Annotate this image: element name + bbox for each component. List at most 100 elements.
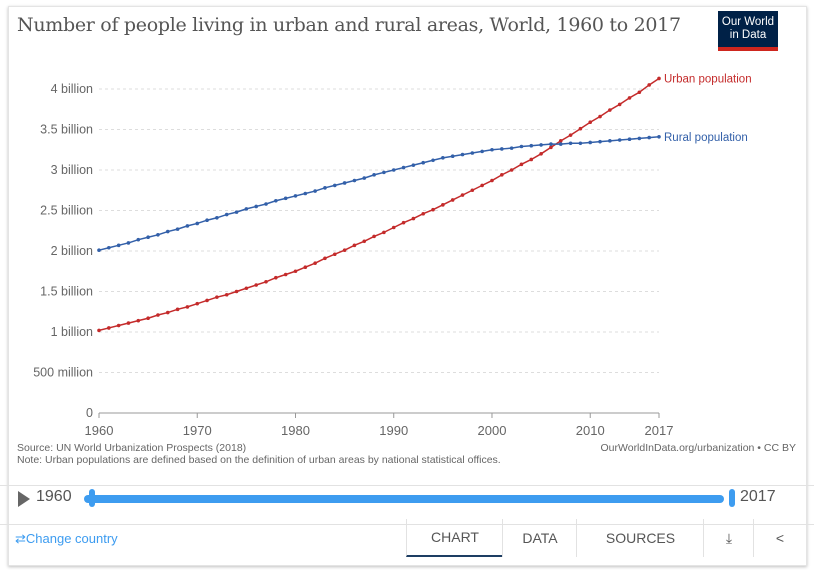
- download-button[interactable]: ⤓: [703, 519, 754, 557]
- data-point: [450, 154, 455, 159]
- owid-logo[interactable]: Our World in Data: [718, 11, 778, 51]
- y-tick-label: 3.5 billion: [40, 123, 93, 137]
- data-point: [578, 126, 583, 131]
- series-label: Rural population: [664, 132, 748, 144]
- swap-icon: ⇄: [15, 531, 26, 546]
- data-point: [401, 220, 406, 225]
- data-point: [588, 140, 593, 145]
- data-point: [195, 301, 200, 306]
- data-point: [254, 283, 258, 287]
- data-point: [421, 160, 426, 165]
- data-point: [382, 230, 386, 235]
- data-point: [617, 138, 622, 142]
- data-point: [224, 292, 229, 297]
- logo-text-2: in Data: [729, 29, 767, 41]
- data-point: [372, 234, 376, 239]
- data-point: [598, 114, 602, 119]
- data-point: [215, 215, 219, 220]
- timeline-start-handle[interactable]: [89, 489, 95, 507]
- data-point: [558, 139, 563, 143]
- data-point: [352, 243, 357, 248]
- x-tick-label: 2010: [576, 423, 605, 438]
- data-point: [254, 204, 258, 209]
- share-button[interactable]: <: [753, 519, 806, 557]
- data-point: [126, 241, 131, 245]
- data-point: [107, 326, 111, 330]
- data-point: [332, 252, 337, 257]
- data-point: [509, 168, 514, 172]
- tab-sources[interactable]: SOURCES: [576, 519, 704, 557]
- data-point: [205, 298, 209, 303]
- y-tick-label: 500 million: [33, 366, 93, 380]
- line-chart: 0 500 million 1 billion 1.5 billion 2 billio…: [33, 73, 751, 438]
- data-point: [460, 193, 465, 197]
- data-point: [578, 141, 583, 146]
- tab-data[interactable]: DATA: [502, 519, 577, 557]
- data-point: [234, 210, 239, 214]
- data-point: [303, 265, 308, 270]
- x-tick-label: 1990: [379, 423, 408, 438]
- data-point: [647, 135, 651, 140]
- data-point: [441, 156, 445, 160]
- data-point: [185, 224, 190, 228]
- data-point: [146, 235, 150, 240]
- data-point: [195, 221, 200, 226]
- data-point: [244, 207, 249, 211]
- data-point: [549, 145, 553, 150]
- data-point: [539, 152, 543, 156]
- chart-card: [8, 6, 807, 566]
- data-point: [598, 139, 602, 144]
- x-tick-label: 1970: [183, 423, 212, 438]
- data-point: [264, 202, 268, 206]
- source-url[interactable]: OurWorldInData.org/urbanization • CC BY: [600, 442, 797, 454]
- data-point: [274, 275, 278, 280]
- timeline-end: 2017: [740, 488, 776, 505]
- data-point: [519, 162, 524, 167]
- data-point: [411, 163, 416, 167]
- data-point: [126, 321, 131, 325]
- data-point: [352, 178, 357, 183]
- data-point: [156, 313, 160, 317]
- data-point: [293, 269, 298, 274]
- series-line-0: [98, 77, 660, 332]
- data-point: [185, 305, 190, 309]
- data-point: [568, 141, 573, 146]
- tab-chart[interactable]: CHART: [406, 519, 503, 557]
- data-point: [421, 211, 426, 216]
- data-point: [391, 168, 396, 172]
- data-point: [136, 237, 141, 242]
- x-tick-label: 1980: [281, 423, 310, 438]
- data-point: [313, 189, 317, 193]
- timeline-start: 1960: [36, 488, 72, 505]
- data-point: [470, 188, 475, 193]
- logo-text-1: Our World: [721, 16, 775, 28]
- change-country-button[interactable]: ⇄Change country: [15, 531, 118, 547]
- data-point: [529, 157, 534, 162]
- data-point: [391, 225, 396, 230]
- data-point: [568, 133, 573, 137]
- data-point: [490, 147, 494, 152]
- data-point: [519, 144, 524, 149]
- data-point: [500, 173, 504, 177]
- chart-title: Number of people living in urban and rur…: [17, 14, 681, 36]
- series-line-1: [98, 136, 660, 251]
- divider: [0, 524, 814, 525]
- data-point: [539, 143, 543, 147]
- data-point: [431, 207, 435, 212]
- data-point: [480, 183, 484, 188]
- x-tick-label: 1960: [85, 423, 114, 438]
- data-point: [382, 170, 386, 175]
- data-point: [480, 149, 484, 154]
- data-point: [401, 165, 406, 170]
- x-tick-label: 2000: [478, 423, 507, 438]
- data-point: [490, 178, 494, 183]
- timeline-slider[interactable]: [84, 495, 724, 503]
- timeline-end-handle[interactable]: [729, 489, 735, 507]
- data-point: [274, 198, 278, 203]
- data-point: [431, 158, 435, 163]
- data-point: [244, 286, 249, 291]
- data-point: [215, 295, 219, 299]
- y-tick-label: 4 billion: [51, 82, 93, 96]
- play-icon[interactable]: [18, 491, 30, 507]
- data-point: [441, 203, 445, 207]
